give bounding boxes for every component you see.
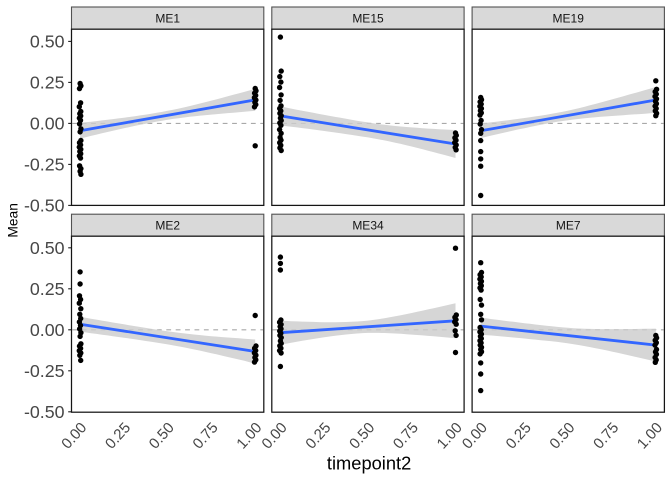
svg-text:0.00: 0.00: [30, 114, 65, 134]
svg-text:0.50: 0.50: [30, 238, 65, 258]
svg-text:ME34: ME34: [352, 219, 384, 233]
svg-text:-0.50: -0.50: [24, 196, 65, 216]
svg-text:-0.25: -0.25: [24, 155, 65, 175]
svg-text:ME1: ME1: [155, 12, 180, 26]
svg-text:0.25: 0.25: [30, 279, 65, 299]
svg-text:ME2: ME2: [155, 219, 180, 233]
svg-text:timepoint2: timepoint2: [327, 452, 411, 473]
svg-text:0.00: 0.00: [30, 320, 65, 340]
svg-text:ME7: ME7: [556, 219, 581, 233]
svg-text:-0.25: -0.25: [24, 361, 65, 381]
svg-text:0.50: 0.50: [30, 32, 65, 52]
svg-text:0.25: 0.25: [30, 73, 65, 93]
svg-text:-0.50: -0.50: [24, 402, 65, 422]
svg-text:Mean: Mean: [6, 203, 21, 238]
svg-text:ME15: ME15: [352, 12, 384, 26]
svg-text:ME19: ME19: [553, 12, 585, 26]
